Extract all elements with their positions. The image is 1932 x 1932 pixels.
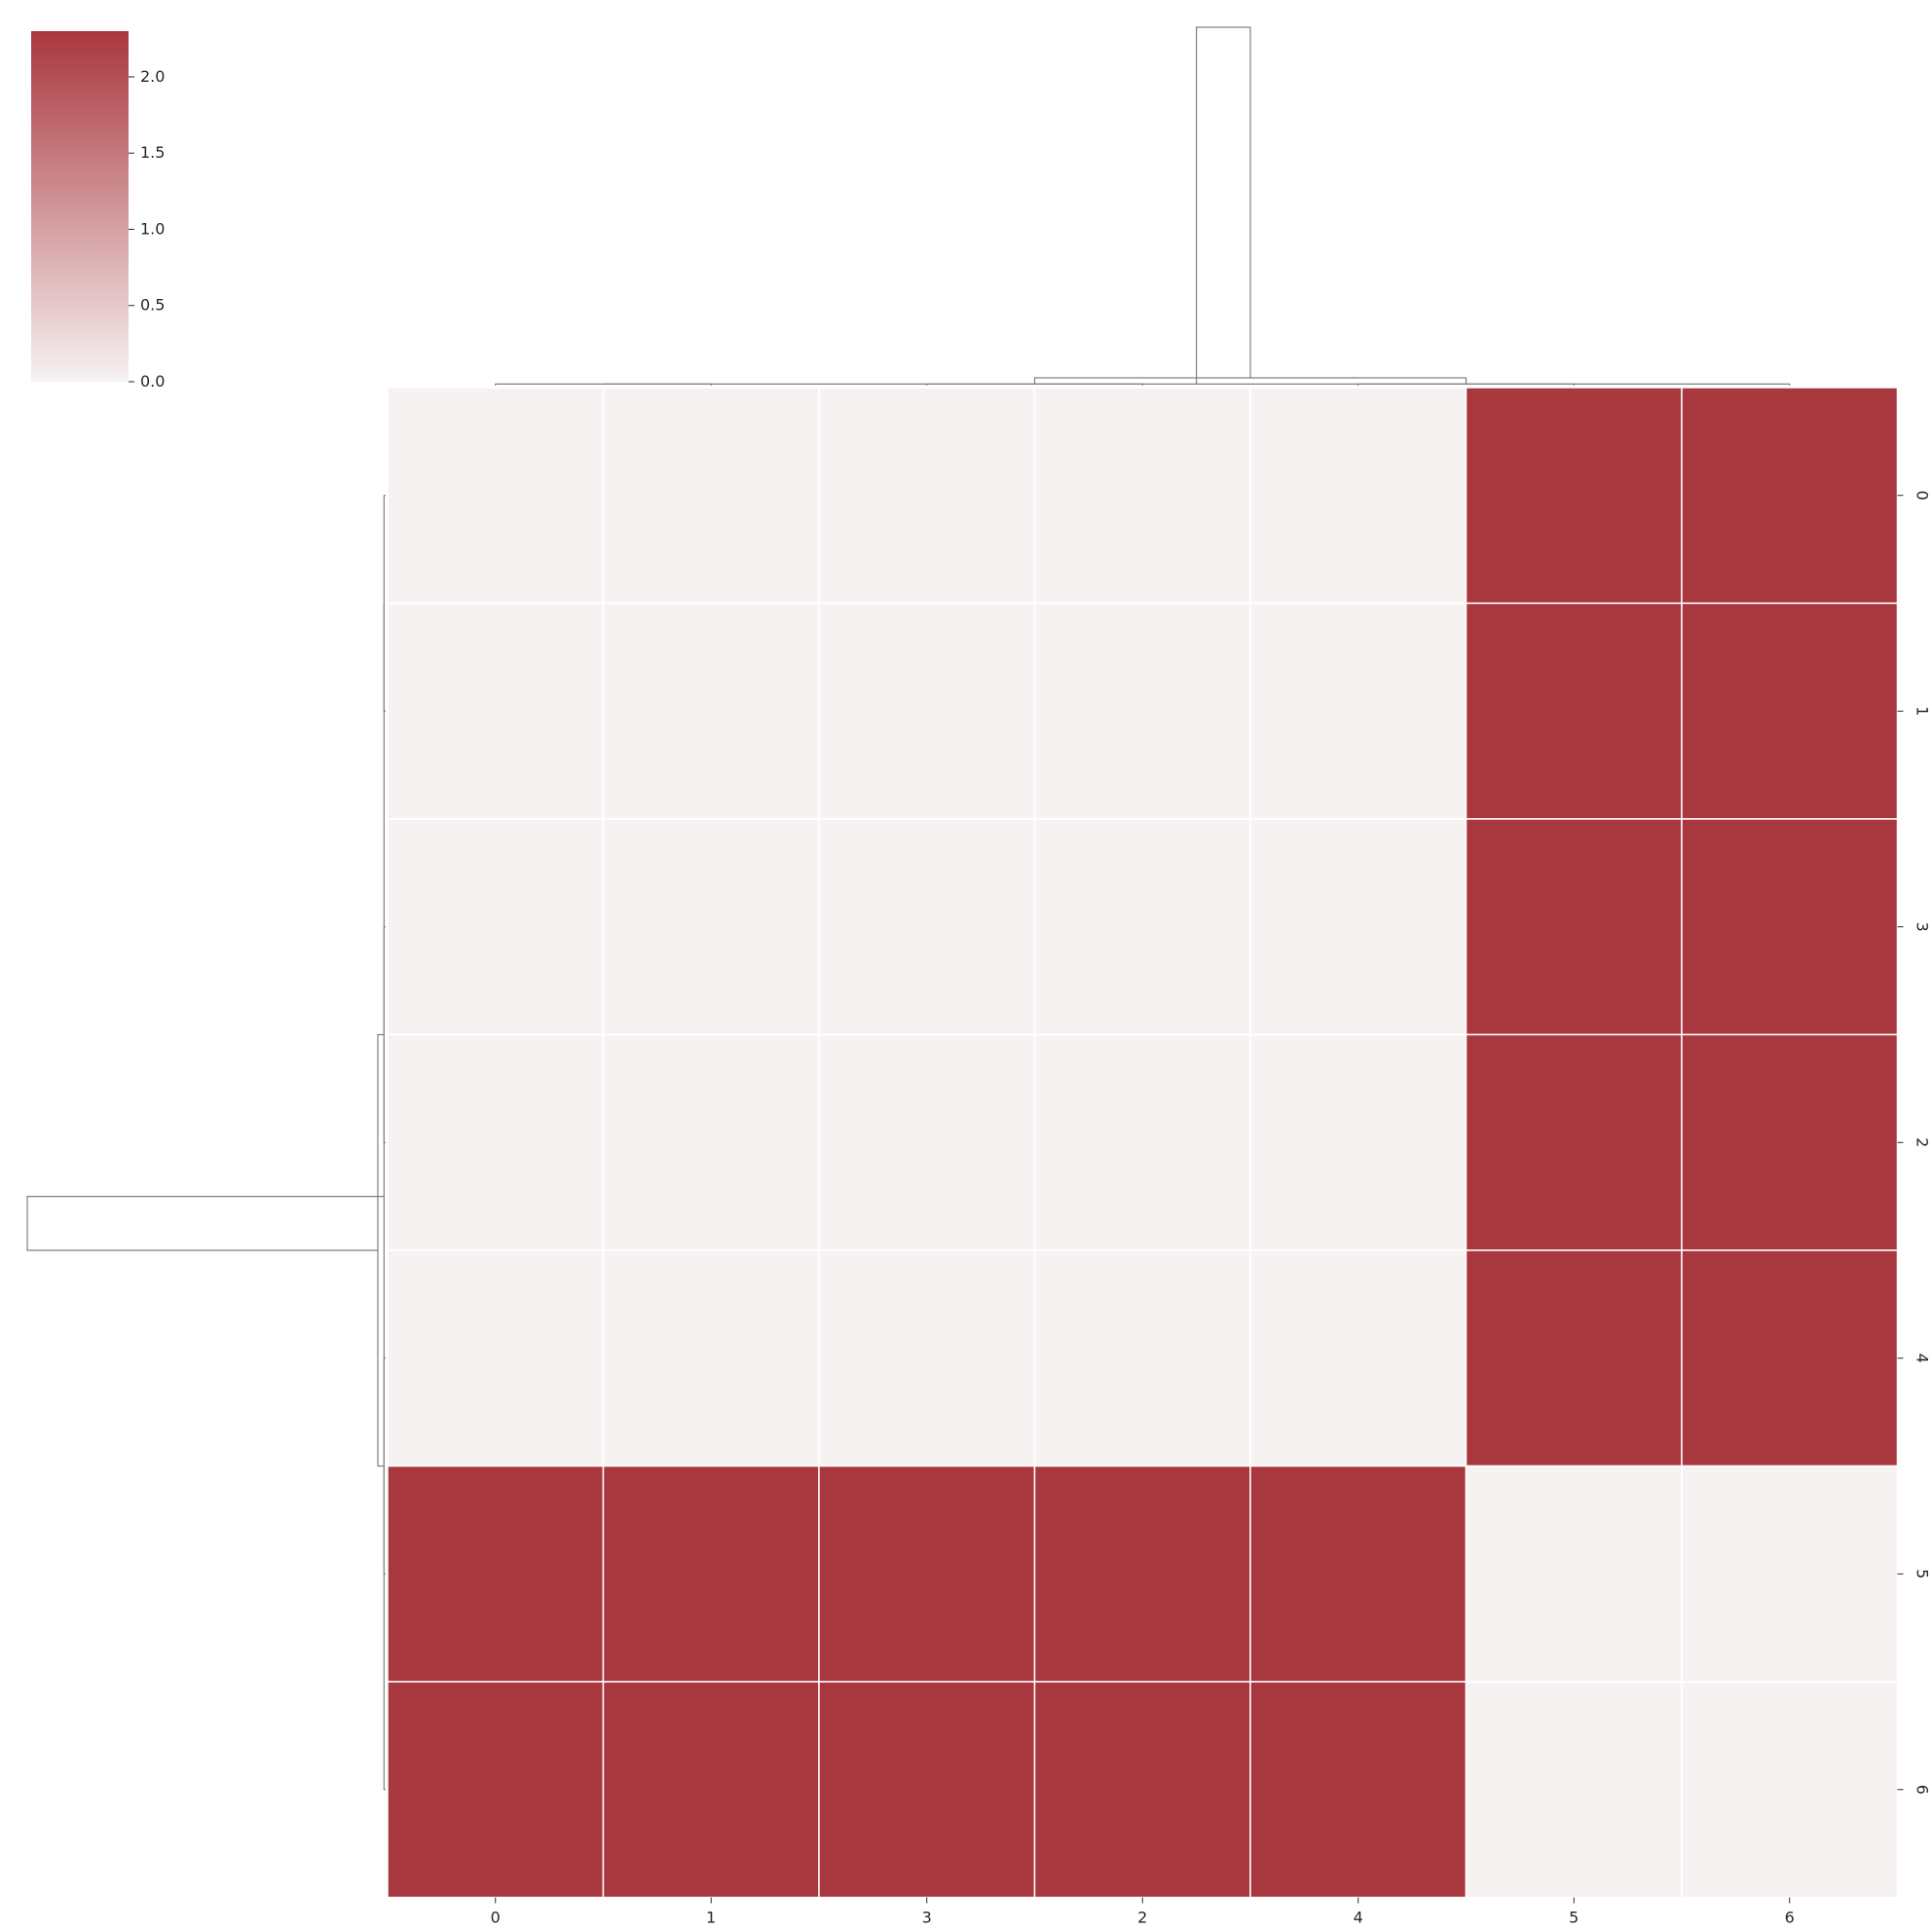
heatmap-cell xyxy=(818,387,1036,605)
heatmap-cell xyxy=(1681,1249,1899,1468)
heatmap-cell xyxy=(1465,1033,1683,1251)
heatmap-cell xyxy=(1033,1033,1251,1251)
x-tick-label: 5 xyxy=(1569,1909,1579,1927)
row-dendrogram xyxy=(26,495,386,1791)
x-tick-label: 1 xyxy=(706,1909,716,1927)
row-dendrogram-link xyxy=(377,1033,385,1468)
column-dendrogram-link xyxy=(603,383,1791,386)
heatmap-cell xyxy=(1249,387,1468,605)
heatmap-cell xyxy=(818,1465,1036,1683)
x-tick-label: 0 xyxy=(491,1909,501,1927)
heatmap-cell xyxy=(1465,1249,1683,1468)
y-tick-label: 6 xyxy=(1913,1785,1932,1795)
heatmap-cell xyxy=(1465,602,1683,820)
heatmap-cell xyxy=(387,387,605,605)
y-tick-label: 0 xyxy=(1913,491,1932,501)
heatmap-cell xyxy=(1681,387,1899,605)
x-tick-labels: 0 1 3 2 4 5 6 xyxy=(491,1897,1795,1927)
heatmap-cell xyxy=(387,1465,605,1683)
heatmap-cell xyxy=(602,1249,820,1468)
heatmap-cell xyxy=(387,1249,605,1468)
heatmap-cell xyxy=(602,1681,820,1899)
heatmap-cell xyxy=(1033,1465,1251,1683)
y-tick-labels: 0 1 3 2 4 5 6 xyxy=(1897,491,1932,1795)
y-tick-label: 2 xyxy=(1913,1137,1932,1147)
heatmap-cell xyxy=(818,1249,1036,1468)
x-tick-label: 4 xyxy=(1354,1909,1363,1927)
heatmap-cell xyxy=(602,387,820,605)
heatmap-cell xyxy=(387,1681,605,1899)
colorbar-tick-label: 1.0 xyxy=(140,219,165,238)
row-dendrogram-link xyxy=(26,1196,385,1251)
heatmap-cell xyxy=(1033,818,1251,1036)
heatmap-cell xyxy=(602,1465,820,1683)
heatmap-cell xyxy=(1249,1681,1468,1899)
heatmap-cell xyxy=(1681,818,1899,1036)
heatmap-cell xyxy=(1465,1681,1683,1899)
colorbar-gradient xyxy=(31,31,129,382)
heatmap-cell xyxy=(387,1033,605,1251)
heatmap-cell xyxy=(1681,1681,1899,1899)
colorbar-tick-label: 0.5 xyxy=(140,296,165,315)
column-dendrogram xyxy=(495,26,1791,386)
heatmap-cell xyxy=(602,602,820,820)
colorbar: 0.0 0.5 1.0 1.5 2.0 xyxy=(31,31,165,390)
heatmap-cell xyxy=(1033,387,1251,605)
heatmap-cell xyxy=(1033,1249,1251,1468)
heatmap-cell xyxy=(1249,602,1468,820)
column-dendrogram-link xyxy=(1033,377,1468,385)
heatmap-cell xyxy=(1033,602,1251,820)
heatmap-cells xyxy=(387,387,1899,1899)
heatmap-cell xyxy=(1033,1681,1251,1899)
heatmap-cell xyxy=(1249,1033,1468,1251)
heatmap-cell xyxy=(1249,1249,1468,1468)
colorbar-tick-label: 2.0 xyxy=(140,67,165,86)
y-tick-label: 4 xyxy=(1913,1354,1932,1363)
heatmap-cell xyxy=(387,818,605,1036)
x-tick-label: 2 xyxy=(1137,1909,1147,1927)
x-tick-label: 3 xyxy=(922,1909,932,1927)
row-dendrogram-link xyxy=(383,603,386,1791)
column-dendrogram-link xyxy=(1196,26,1251,385)
x-tick-label: 6 xyxy=(1785,1909,1795,1927)
heatmap-cell xyxy=(1465,818,1683,1036)
heatmap-cell xyxy=(1249,818,1468,1036)
heatmap-cell xyxy=(1465,387,1683,605)
heatmap-cell xyxy=(1681,1033,1899,1251)
heatmap-cell xyxy=(1465,1465,1683,1683)
heatmap-cell xyxy=(1249,1465,1468,1683)
heatmap-cell xyxy=(818,1033,1036,1251)
y-tick-label: 5 xyxy=(1913,1569,1932,1579)
colorbar-tick-label: 1.5 xyxy=(140,143,165,162)
heatmap-cell xyxy=(1681,1465,1899,1683)
heatmap-cell xyxy=(818,1681,1036,1899)
heatmap-cell xyxy=(818,818,1036,1036)
heatmap-cell xyxy=(602,1033,820,1251)
y-tick-label: 3 xyxy=(1913,922,1932,932)
heatmap-cell xyxy=(387,602,605,820)
heatmap-cell xyxy=(818,602,1036,820)
y-tick-label: 1 xyxy=(1913,706,1932,716)
heatmap-cell xyxy=(1681,602,1899,820)
colorbar-tick-label: 0.0 xyxy=(140,372,165,390)
heatmap-cell xyxy=(602,818,820,1036)
